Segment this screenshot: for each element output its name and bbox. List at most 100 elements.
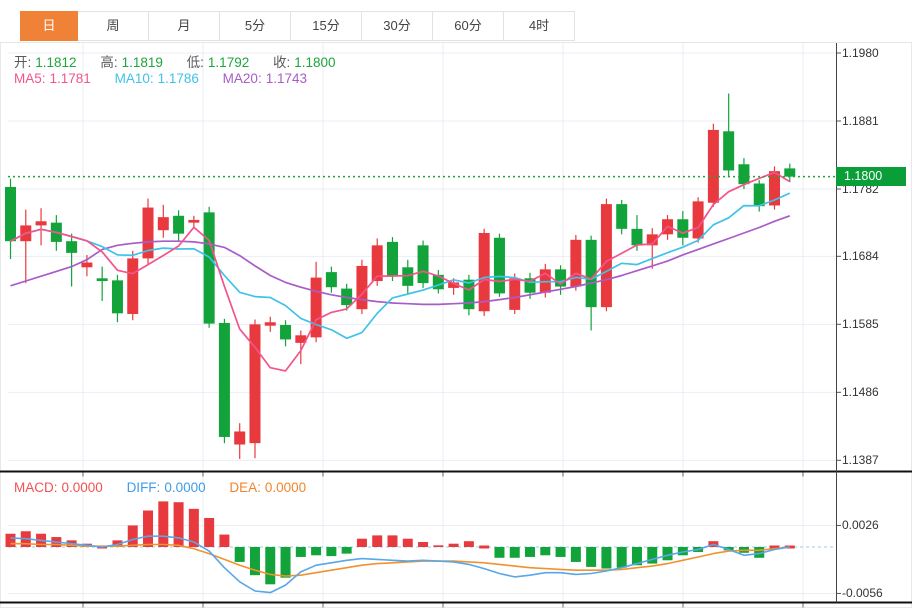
candle-body xyxy=(142,207,154,259)
candle-body xyxy=(723,131,735,171)
candle-body xyxy=(249,324,261,444)
tab-5min[interactable]: 5分 xyxy=(220,11,291,41)
tab-4hour[interactable]: 4时 xyxy=(504,11,575,41)
open-value: 1.1812 xyxy=(35,55,77,70)
candle-body xyxy=(448,282,460,288)
macd-bar xyxy=(769,545,780,549)
dea-label: DEA: xyxy=(229,480,261,495)
macd-bar xyxy=(631,547,642,566)
macd-bar xyxy=(387,535,398,547)
candle-body xyxy=(66,241,78,253)
candle-body xyxy=(310,277,322,338)
candle-body xyxy=(96,278,108,282)
candle-body xyxy=(387,241,398,277)
tab-15min[interactable]: 15分 xyxy=(291,11,362,41)
candle-body xyxy=(127,258,139,315)
macd-bar xyxy=(188,508,199,547)
dea-value: 0.0000 xyxy=(264,480,307,495)
close-value: 1.1800 xyxy=(294,55,336,70)
macd-bar xyxy=(433,545,444,547)
macd-bar xyxy=(204,517,215,547)
tab-week[interactable]: 周 xyxy=(78,11,149,41)
ma20-label: MA20: xyxy=(222,71,262,86)
current-price-badge: 1.1800 xyxy=(836,167,906,186)
candle-body xyxy=(509,278,521,310)
diff-label: DIFF: xyxy=(126,480,161,495)
macd-bar xyxy=(570,547,581,562)
macd-bar xyxy=(677,547,688,556)
timeframe-toolbar: 日 周 月 5分 15分 30分 60分 4时 xyxy=(0,0,912,43)
candle-body xyxy=(753,183,765,207)
candle-body xyxy=(356,265,368,310)
macd-bar xyxy=(540,547,551,556)
macd-bar xyxy=(494,547,505,558)
candle-body xyxy=(173,215,185,234)
candle-body xyxy=(325,272,337,288)
candle-body xyxy=(402,267,414,286)
ma20-line xyxy=(10,215,791,306)
candle-body xyxy=(81,262,93,268)
ma5-line xyxy=(10,171,791,372)
macd-bar xyxy=(754,547,765,558)
macd-bar xyxy=(5,533,16,547)
candle-body xyxy=(111,280,123,314)
candle-body xyxy=(784,168,796,177)
diff-value: 0.0000 xyxy=(164,480,206,495)
macd-bar xyxy=(555,547,566,557)
candle-body xyxy=(524,278,536,293)
diff-line xyxy=(10,535,790,594)
candle-body xyxy=(600,204,612,308)
timeframe-tabs: 日 周 月 5分 15分 30分 60分 4时 xyxy=(20,11,575,41)
tab-day[interactable]: 日 xyxy=(20,11,78,41)
candle-body xyxy=(707,129,719,203)
candle-body xyxy=(280,325,292,340)
tab-60min[interactable]: 60分 xyxy=(433,11,504,41)
tab-month[interactable]: 月 xyxy=(149,11,220,41)
macd-bar xyxy=(311,547,322,556)
candle-body xyxy=(769,171,780,206)
tab-30min[interactable]: 30分 xyxy=(362,11,433,41)
macd-bar xyxy=(647,547,658,564)
candle-body xyxy=(188,219,200,223)
candle-body xyxy=(738,164,750,185)
candle-body xyxy=(493,237,505,294)
macd-bar xyxy=(341,547,352,554)
ma10-value: 1.1786 xyxy=(157,71,199,86)
candle-body xyxy=(646,234,658,246)
candle-body xyxy=(157,217,169,231)
candle-body xyxy=(631,228,643,246)
macd-value: 0.0000 xyxy=(61,480,103,495)
candle-body xyxy=(463,279,475,310)
macd-bar xyxy=(265,547,276,585)
macd-bar xyxy=(234,547,245,562)
macd-bar xyxy=(463,541,474,547)
candle-body xyxy=(203,212,215,324)
close-label: 收: xyxy=(272,55,291,70)
ohlc-legend: 开: 1.1812 高: 1.1819 低: 1.1792 收: 1.1800 xyxy=(14,51,340,71)
macd-bar xyxy=(356,538,367,547)
high-value: 1.1819 xyxy=(121,55,163,70)
candle-body xyxy=(234,431,246,445)
macd-bar xyxy=(586,547,597,567)
candle-body xyxy=(264,322,276,326)
macd-bar xyxy=(402,538,413,547)
dea-line xyxy=(10,542,790,577)
ma10-label: MA10: xyxy=(114,71,154,86)
candle-body xyxy=(218,322,230,437)
ma-legend: MA5: 1.1781 MA10: 1.1786 MA20: 1.1743 xyxy=(14,71,311,86)
macd-bar xyxy=(158,501,169,547)
candle-body xyxy=(555,269,567,287)
macd-bar xyxy=(219,534,230,547)
ma10-line xyxy=(10,192,791,340)
macd-label: MACD: xyxy=(14,480,58,495)
macd-bar xyxy=(143,510,154,547)
candle-body xyxy=(570,239,582,287)
high-label: 高: xyxy=(100,55,118,70)
candle-body xyxy=(585,239,597,308)
macd-bar xyxy=(280,547,291,578)
macd-bar xyxy=(173,502,184,547)
candle-body xyxy=(677,219,689,238)
macd-bar xyxy=(249,547,260,576)
